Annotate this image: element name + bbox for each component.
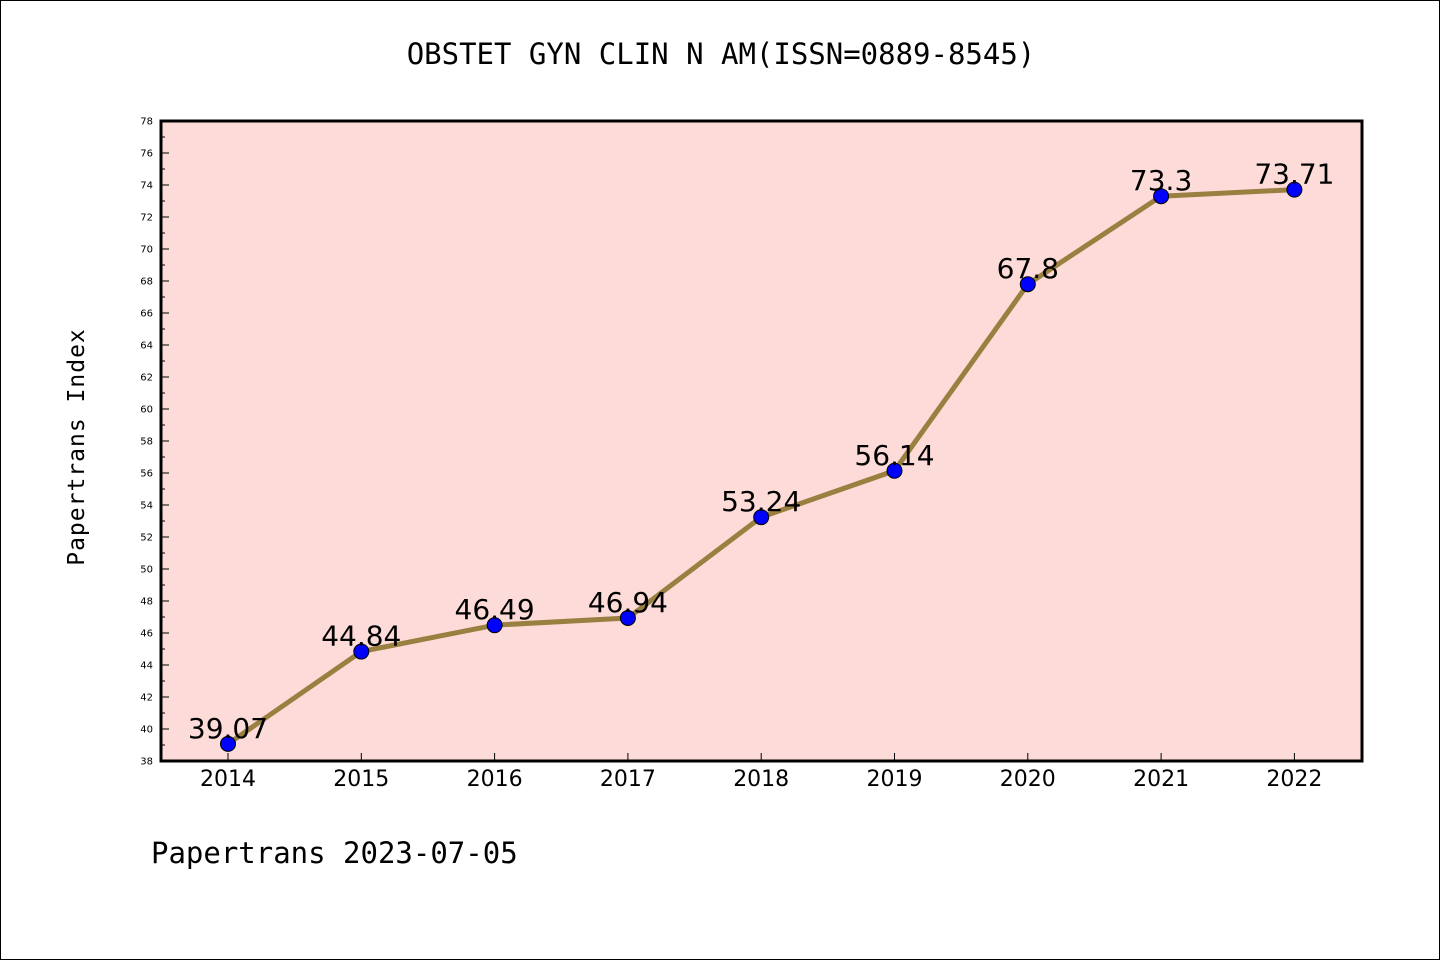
y-tick-label: 40 (140, 725, 153, 736)
y-tick-label: 48 (140, 597, 153, 608)
y-tick-label: 70 (140, 245, 153, 256)
y-tick-label: 56 (140, 469, 153, 480)
footer-text: Papertrans 2023-07-05 (151, 836, 518, 870)
x-tick-label: 2017 (600, 767, 656, 792)
x-tick-label: 2016 (467, 767, 523, 792)
data-label: 67.8 (997, 252, 1059, 285)
data-point (486, 617, 503, 634)
y-tick-label: 66 (140, 309, 153, 320)
data-point (220, 735, 236, 752)
y-tick-label: 50 (140, 565, 153, 576)
x-tick-label: 2020 (1000, 767, 1056, 792)
y-tick-label: 52 (140, 533, 153, 544)
y-tick-label: 62 (140, 373, 153, 384)
y-tick-label: 74 (140, 181, 153, 192)
y-tick-label: 76 (140, 149, 153, 160)
y-tick-label: 44 (140, 661, 153, 672)
y-tick-label: 78 (140, 117, 153, 128)
y-tick-label: 58 (140, 437, 153, 448)
data-point (619, 609, 636, 626)
data-label: 46.49 (455, 593, 535, 626)
data-label: 44.84 (321, 620, 401, 653)
y-tick-label: 42 (140, 693, 153, 704)
data-point (353, 643, 370, 660)
y-tick-label: 72 (140, 213, 153, 224)
data-label: 46.94 (588, 586, 668, 619)
data-point (1153, 188, 1170, 205)
data-point (1286, 181, 1303, 198)
plot-border (159, 119, 1364, 763)
data-label: 73.3 (1130, 164, 1192, 197)
x-tick-label: 2021 (1133, 767, 1189, 792)
data-point (886, 462, 903, 479)
y-tick-label: 64 (140, 341, 153, 352)
data-label: 39.07 (188, 712, 268, 745)
x-tick-label: 2019 (867, 767, 923, 792)
chart-title: OBSTET GYN CLIN N AM(ISSN=0889-8545) (406, 37, 1036, 71)
y-tick-label: 54 (140, 501, 153, 512)
y-tick-label: 60 (140, 405, 153, 416)
data-label: 56.14 (854, 439, 934, 472)
x-tick-label: 2014 (200, 767, 256, 792)
x-tick-label: 2015 (333, 767, 389, 792)
x-tick-label: 2022 (1266, 767, 1322, 792)
data-point (753, 509, 770, 526)
y-tick-label: 68 (140, 277, 153, 288)
data-point (1019, 276, 1036, 293)
y-tick-label: 46 (140, 629, 153, 640)
data-label: 73.71 (1254, 158, 1334, 191)
data-label: 53.24 (721, 485, 801, 518)
y-tick-label: 38 (140, 757, 153, 768)
x-tick-label: 2018 (733, 767, 789, 792)
